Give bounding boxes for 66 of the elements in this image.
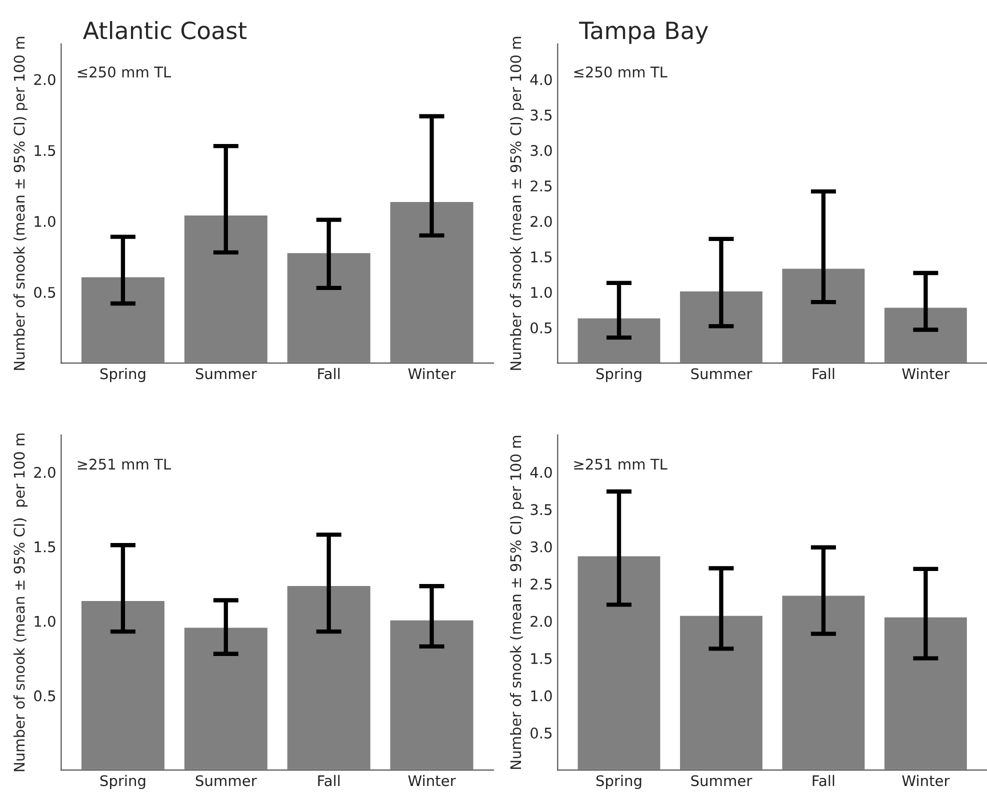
y-axis-title: Number of snook (mean ± 95% CI) per 100 m xyxy=(510,436,524,769)
bar xyxy=(678,614,764,770)
bar xyxy=(678,290,764,364)
bar xyxy=(286,584,372,770)
bar xyxy=(286,252,372,364)
y-axis-title: Number of snook (mean ± 95% CI) per 100 m xyxy=(510,36,524,370)
y-tick-label: 1.0 xyxy=(531,286,552,298)
chart-title: Atlantic Coast xyxy=(82,21,246,40)
x-tick-label: Fall xyxy=(812,368,834,380)
y-axis-title: Number of snook (mean ± 95% CI) per 100 m xyxy=(13,36,28,370)
y-tick-label: 1.5 xyxy=(531,653,552,664)
annotation: ≥251 mm TL xyxy=(78,458,172,470)
bar xyxy=(780,594,866,770)
bar xyxy=(182,626,269,770)
y-tick-label: 2.0 xyxy=(530,216,552,227)
y-tick-label: 3.5 xyxy=(530,110,552,121)
y-tick-label: 0.5 xyxy=(530,322,552,334)
y-tick-label: 1.5 xyxy=(34,145,56,156)
x-tick-label: Winter xyxy=(408,774,456,786)
y-tick-label: 1.0 xyxy=(34,616,56,627)
annotation: ≥251 mm TL xyxy=(574,458,668,470)
y-tick-label: 3.0 xyxy=(530,541,552,552)
x-tick-label: Fall xyxy=(318,368,340,380)
y-tick-label: 0.5 xyxy=(34,286,56,298)
x-tick-label: Summer xyxy=(691,775,752,786)
bar xyxy=(576,317,662,364)
annotation: ≤250 mm TL xyxy=(78,66,172,78)
bar xyxy=(883,306,968,364)
y-tick-label: 4.0 xyxy=(530,466,552,478)
annotation: ≤250 mm TL xyxy=(574,66,668,78)
bar xyxy=(883,616,968,770)
x-tick-label: Spring xyxy=(100,774,146,790)
bar xyxy=(388,618,475,770)
x-tick-label: Summer xyxy=(196,368,257,380)
y-tick-label: 1.5 xyxy=(34,542,56,552)
x-tick-label: Winter xyxy=(902,368,950,380)
x-tick-label: Spring xyxy=(596,774,642,790)
y-tick-label: 1.0 xyxy=(34,216,56,227)
x-tick-label: Fall xyxy=(318,774,340,786)
bar xyxy=(182,214,269,364)
bar xyxy=(576,554,662,770)
y-tick-label: 2.5 xyxy=(530,578,552,590)
y-axis-title: Number of snook (mean ± 95% CI) per 100 m xyxy=(13,434,28,772)
x-tick-label: Summer xyxy=(691,368,752,380)
y-tick-label: 0.5 xyxy=(34,690,56,702)
chart-title: Tampa Bay xyxy=(579,22,708,44)
y-tick-label: 2.0 xyxy=(34,466,56,478)
y-tick-label: 3.0 xyxy=(530,145,552,156)
x-tick-label: Spring xyxy=(100,368,146,382)
x-tick-label: Fall xyxy=(812,774,834,786)
y-tick-label: 0.5 xyxy=(530,728,552,739)
y-tick-label: 2.0 xyxy=(34,74,56,86)
y-tick-label: 2.5 xyxy=(530,180,552,192)
y-tick-label: 1.0 xyxy=(531,690,552,702)
y-tick-label: 4.0 xyxy=(530,74,552,86)
x-tick-label: Summer xyxy=(196,775,257,786)
x-tick-label: Winter xyxy=(408,368,456,380)
bar xyxy=(388,200,475,364)
y-tick-label: 2.0 xyxy=(530,616,552,627)
bar xyxy=(80,276,166,364)
bar xyxy=(780,267,866,364)
y-tick-label: 1.5 xyxy=(531,252,552,262)
bar xyxy=(80,600,166,770)
y-tick-label: 3.5 xyxy=(530,504,552,516)
x-tick-label: Winter xyxy=(902,774,950,786)
x-tick-label: Spring xyxy=(596,368,642,382)
